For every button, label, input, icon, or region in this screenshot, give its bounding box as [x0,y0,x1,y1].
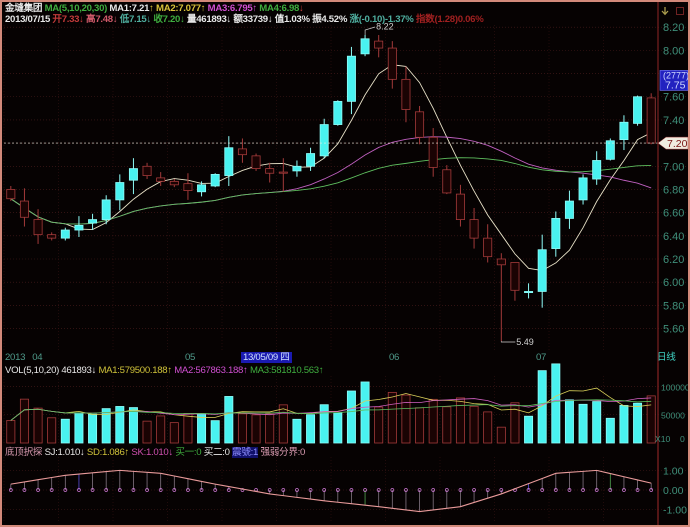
svg-text:5.60: 5.60 [663,324,684,336]
svg-text:6.60: 6.60 [663,208,684,220]
svg-text:6.40: 6.40 [663,231,684,243]
svg-text:7.75: 7.75 [665,79,686,91]
svg-text:6.00: 6.00 [663,277,684,289]
svg-text:1.00: 1.00 [663,465,684,477]
svg-text:7.40: 7.40 [663,115,684,127]
svg-text:0.00: 0.00 [663,485,684,497]
svg-text:-1.00: -1.00 [663,505,687,517]
svg-text:100000: 100000 [661,382,688,392]
svg-text:8.00: 8.00 [663,45,684,57]
svg-text:7.20: 7.20 [667,138,688,150]
svg-text:7.60: 7.60 [663,92,684,104]
svg-text:6.20: 6.20 [663,254,684,266]
svg-text:X10: X10 [655,434,671,444]
svg-text:8.20: 8.20 [663,22,684,34]
svg-text:7.00: 7.00 [663,161,684,173]
svg-text:50000: 50000 [661,411,685,421]
svg-text:5.49: 5.49 [516,337,534,347]
svg-text:5.80: 5.80 [663,300,684,312]
svg-text:6.80: 6.80 [663,184,684,196]
svg-text:0: 0 [680,434,685,444]
